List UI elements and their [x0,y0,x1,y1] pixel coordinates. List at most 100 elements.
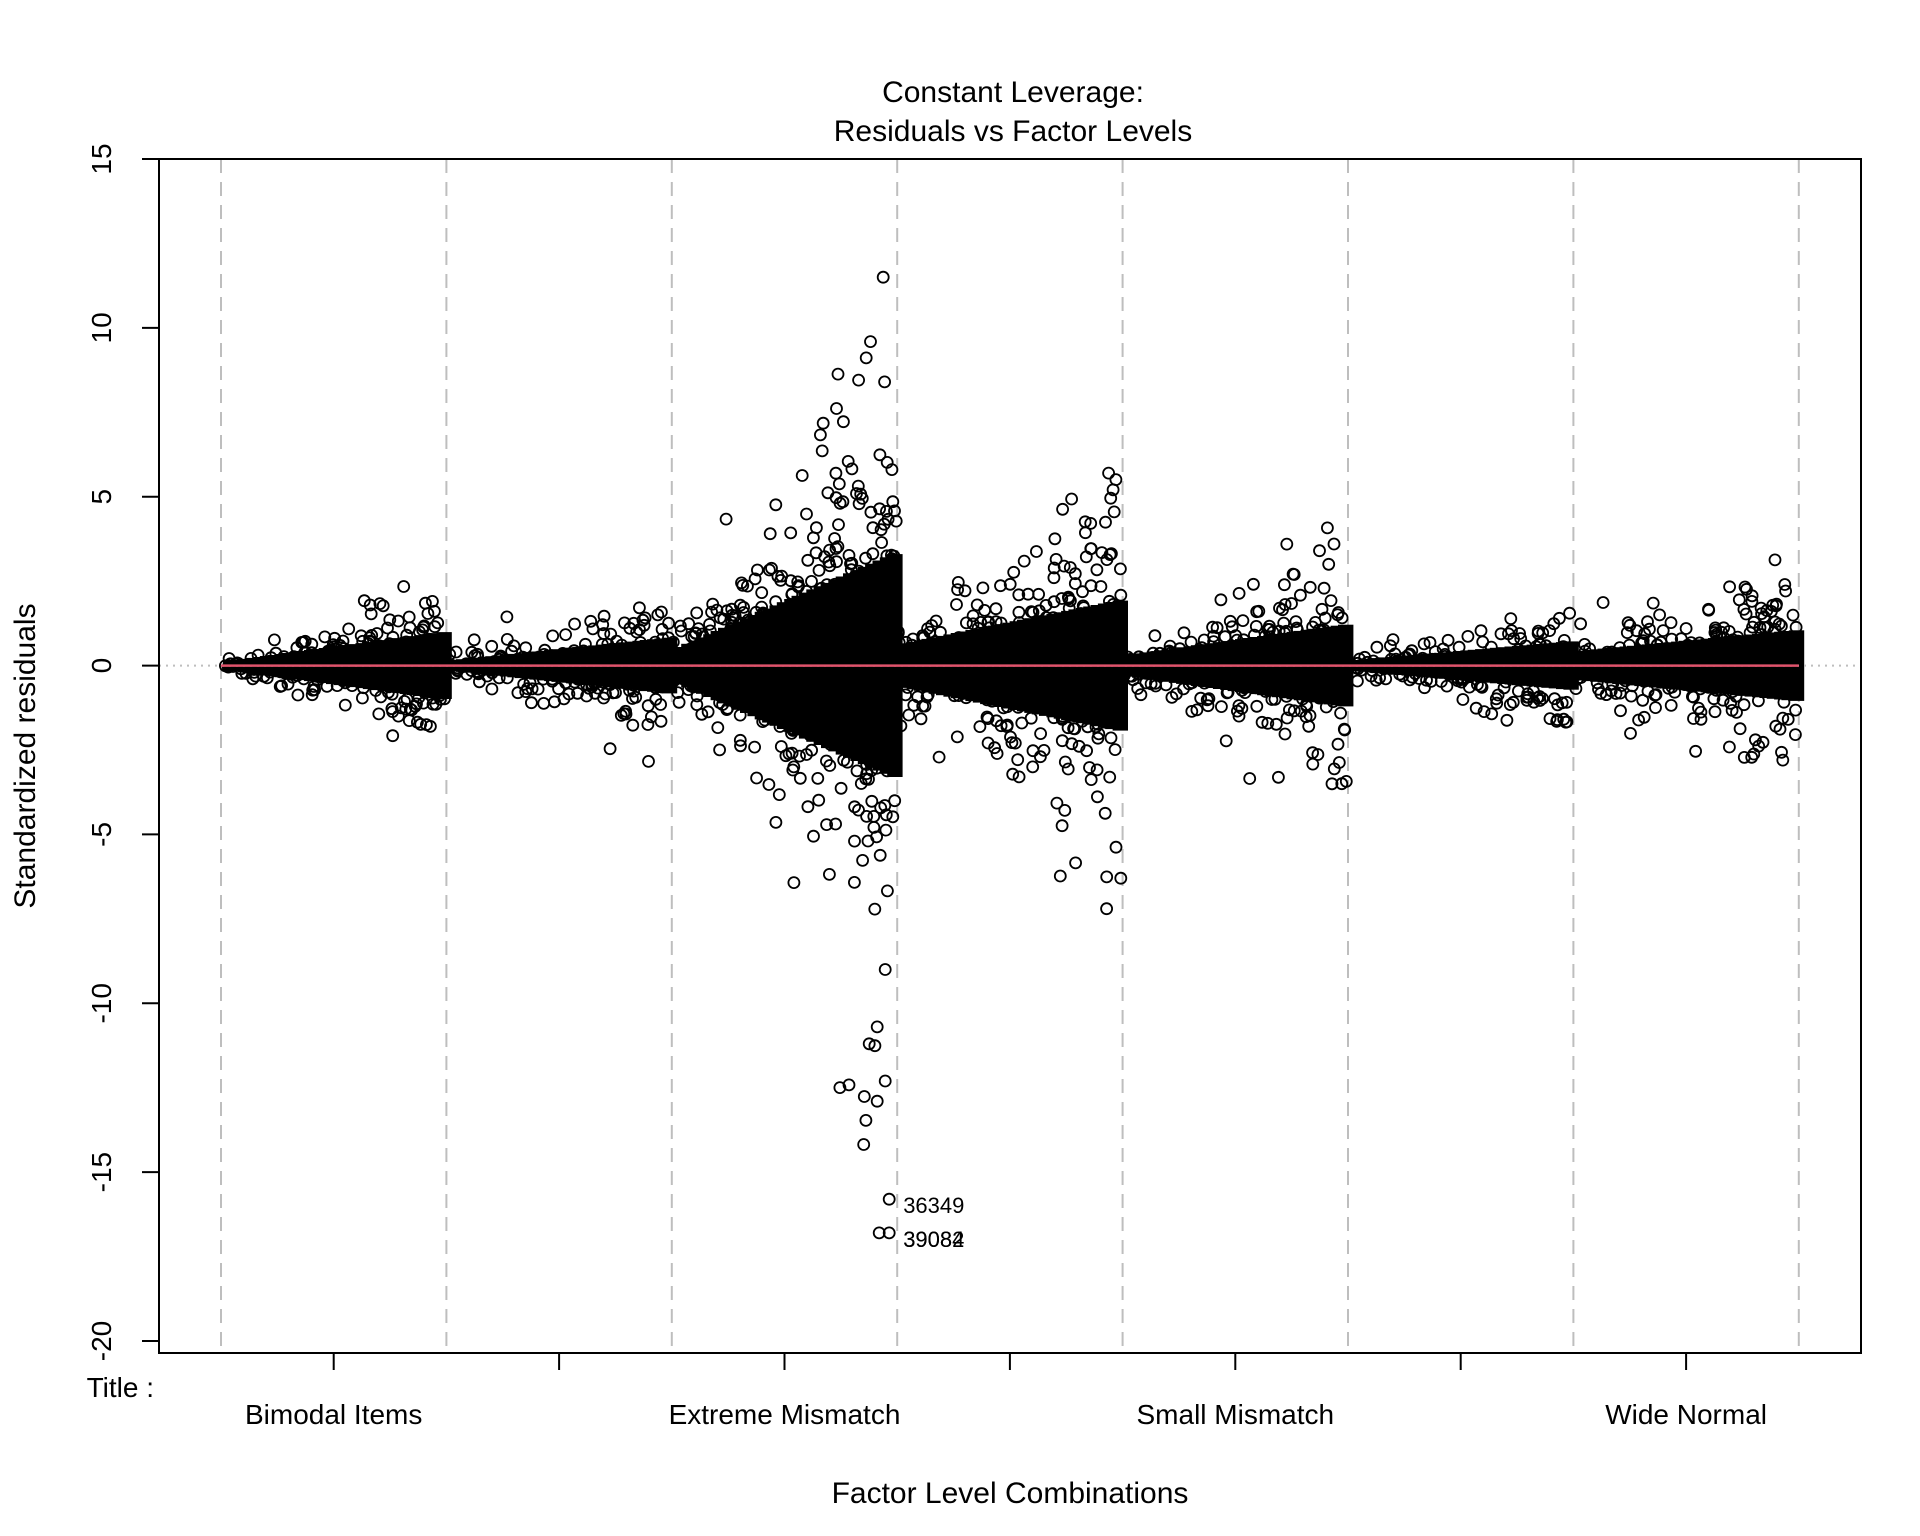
residual-point [1737,751,1751,764]
residual-point [682,617,696,631]
residual-point [801,800,815,814]
residual-point [1054,639,1068,653]
residual-point [1781,644,1795,657]
residual-point [224,657,237,671]
residual-point [1289,615,1303,628]
residual-point [1067,722,1080,735]
residual-point [1558,671,1572,684]
residual-point [1708,705,1722,719]
residual-point [544,649,558,662]
residual-point [1786,608,1800,622]
residual-point [888,794,902,808]
residual-point [769,816,783,829]
residual-point [1536,692,1549,705]
residual-point [674,619,687,633]
residual-point [1327,762,1341,776]
residual-point [1553,611,1566,625]
residual-point [872,689,886,702]
residual-point [1280,537,1294,551]
residual-point [1614,704,1627,718]
residual-point [1779,584,1792,598]
residual-point [990,714,1003,728]
residual-point [750,771,763,785]
residual-point [672,695,686,709]
residual-point [1112,679,1126,693]
residual-point [449,645,463,659]
residual-point [1664,616,1678,629]
residual-point [1237,633,1250,647]
residual-point [1185,705,1199,718]
residual-point [1656,624,1670,637]
residual-point [579,637,592,651]
residual-point [1778,578,1792,591]
residual-point [400,628,414,642]
residual-point [785,746,799,760]
residual-point [1777,695,1791,709]
residual-point [1266,679,1280,693]
x-tick-label: Extreme Mismatch [669,1399,901,1430]
y-tick-label: -15 [86,1152,117,1192]
residual-point [1745,589,1759,603]
residual-point [875,727,888,740]
residual-point [812,793,826,807]
residual-point [771,634,785,648]
residual-point [338,698,352,712]
residual-point [1221,685,1235,699]
residual-point [816,416,830,430]
residual-point [1317,623,1331,637]
residual-point [1294,588,1307,602]
residual-point [865,794,879,808]
residual-point [872,1226,886,1240]
residual-point [1760,666,1774,680]
residual-point [829,647,843,661]
residual-point [525,682,539,696]
residual-point [675,672,689,685]
residual-point [1049,553,1063,566]
residual-point [868,902,882,916]
residual-point [1710,684,1723,697]
residual-point [500,633,514,646]
residual-point [886,810,900,824]
residual-point [1558,666,1572,680]
residual-point [726,611,740,625]
residual-point [1194,691,1208,705]
residual-point [1011,656,1025,669]
residual-point [1056,502,1069,516]
residual-point [1596,596,1610,609]
residual-point [1223,614,1237,628]
residual-point [1278,578,1291,592]
residual-point [1090,763,1104,777]
residual-point [733,633,747,647]
residual-point [1114,562,1127,576]
residual-point [1636,693,1650,707]
residual-point [1232,699,1246,712]
residual-point [1551,698,1565,712]
residual-point [886,495,900,509]
residual-point [891,625,905,639]
residual-point [835,589,849,603]
residual-point [1752,694,1765,708]
residual-point [1214,593,1228,607]
residual-point [772,788,786,801]
residual-point [793,771,807,785]
residual-point [873,848,887,862]
residual-point [1776,753,1790,767]
residual-point [901,669,915,682]
residual-point [878,375,891,389]
residual-point [882,1226,896,1240]
residual-point [785,588,799,601]
residual-point [701,705,715,719]
residual-point [1215,700,1228,713]
residual-point [787,760,801,774]
residual-point [751,563,764,577]
residual-point [1178,663,1192,677]
residual-point [1324,594,1338,607]
residual-point [834,781,848,795]
residual-point [937,645,951,658]
residual-point [899,688,912,702]
residual-point [1313,544,1326,558]
residual-point [918,699,932,713]
residual-point [654,714,668,728]
